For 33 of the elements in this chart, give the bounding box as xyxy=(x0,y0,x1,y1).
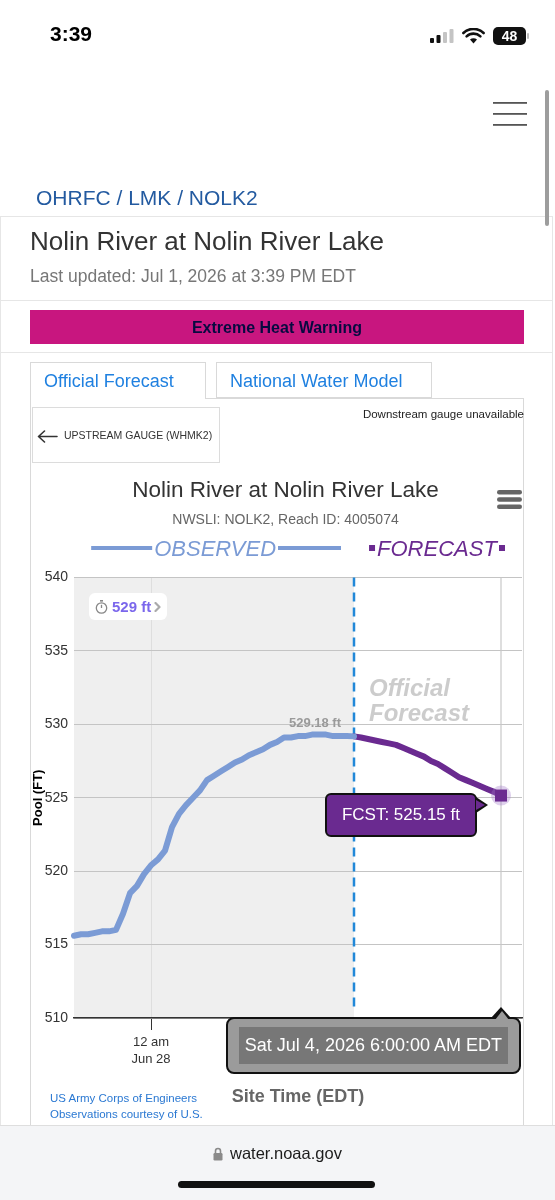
chart-title: Nolin River at Nolin River Lake xyxy=(132,477,439,502)
badge: 529 ft xyxy=(89,593,167,620)
alert-banner: Extreme Heat Warning xyxy=(30,310,524,344)
x-axis-title: Site Time (EDT) xyxy=(231,1086,365,1106)
tooltip: FCST: 525.15 ft xyxy=(324,792,488,837)
legend-label: OBSERVED xyxy=(154,536,277,562)
y-tick-label: 540 xyxy=(44,568,69,585)
y-axis-title: Pool (FT) xyxy=(29,769,45,826)
annotation: FCST: 525.15 ft xyxy=(341,803,460,826)
button: UPSTREAM GAUGE (WHMK2) xyxy=(32,407,220,463)
y-tick-label: 535 xyxy=(44,641,69,658)
tab: National Water Model xyxy=(216,362,432,398)
text: 3:39 xyxy=(50,22,93,46)
annotation: 529.18 ft xyxy=(288,715,342,731)
legend-label: FORECAST xyxy=(377,536,499,562)
annotation: 529 ft xyxy=(112,598,152,615)
text: Downstream gauge unavailable xyxy=(362,407,524,421)
y-tick-label: 510 xyxy=(44,1008,69,1025)
text: OHRFC / LMK / NOLK2 xyxy=(36,185,258,210)
y-tick-label: 530 xyxy=(44,715,69,732)
tooltip: Sat Jul 4, 2026 6:00:00 AM EDT xyxy=(226,1007,521,1074)
text: Nolin River at Nolin River Lake xyxy=(30,226,385,257)
y-tick-label: 525 xyxy=(44,788,69,805)
text: 48 xyxy=(501,28,518,44)
text: Last updated: Jul 1, 2026 at 3:39 PM EDT xyxy=(30,266,356,287)
tab: Official Forecast xyxy=(30,362,206,399)
x-tick-label: 12 am Jun 28 xyxy=(131,1034,171,1066)
text: water.noaa.gov xyxy=(230,1144,342,1163)
y-tick-label: 520 xyxy=(44,862,69,879)
chart-subtitle: NWSLI: NOLK2, Reach ID: 4005074 xyxy=(172,511,399,527)
text: US Army Corps of Engineers xyxy=(50,1091,198,1105)
y-tick-label: 515 xyxy=(44,935,69,952)
text: Observations courtesy of U.S. xyxy=(50,1107,203,1121)
